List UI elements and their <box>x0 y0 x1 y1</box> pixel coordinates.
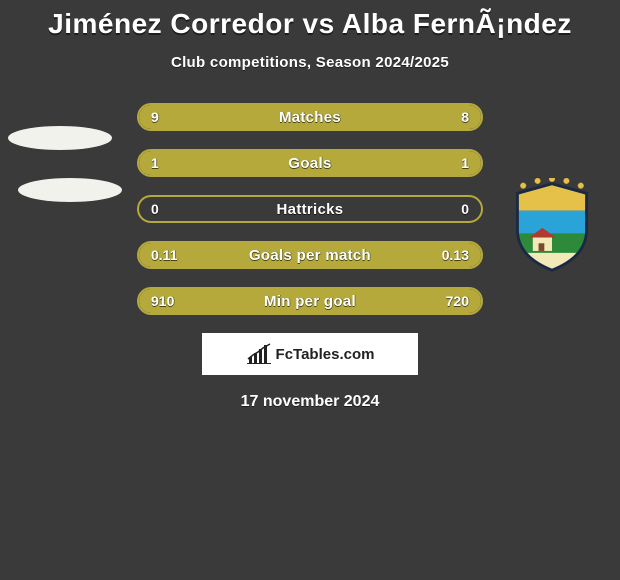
right-team-badge <box>504 178 600 274</box>
stat-row: 9Matches8 <box>137 103 483 131</box>
snapshot-date: 17 november 2024 <box>0 393 620 411</box>
left-team-ellipse-1 <box>8 126 112 150</box>
stat-value-right: 1 <box>461 151 469 175</box>
left-team-ellipse-2 <box>18 178 122 202</box>
subtitle: Club competitions, Season 2024/2025 <box>0 54 620 71</box>
stat-value-right: 0.13 <box>442 243 469 267</box>
stat-value-right: 720 <box>446 289 469 313</box>
stat-value-right: 0 <box>461 197 469 221</box>
stat-value-right: 8 <box>461 105 469 129</box>
page-title: Jiménez Corredor vs Alba FernÃ¡ndez <box>0 0 620 40</box>
brand-label: FcTables.com <box>276 346 375 363</box>
stat-label: Matches <box>139 105 481 129</box>
stat-row: 0.11Goals per match0.13 <box>137 241 483 269</box>
comparison-stage: 9Matches8 1Goals1 0Hattricks0 0.11Goals per… <box>0 99 620 315</box>
stat-label: Hattricks <box>139 197 481 221</box>
stat-row: 0Hattricks0 <box>137 195 483 223</box>
stat-label: Goals per match <box>139 243 481 267</box>
stat-row: 910Min per goal720 <box>137 287 483 315</box>
stat-row: 1Goals1 <box>137 149 483 177</box>
bar-chart-icon <box>246 343 272 365</box>
stat-rows: 9Matches8 1Goals1 0Hattricks0 0.11Goals per… <box>137 99 483 315</box>
stat-label: Goals <box>139 151 481 175</box>
stat-label: Min per goal <box>139 289 481 313</box>
fctables-brand-box: FcTables.com <box>202 333 418 375</box>
